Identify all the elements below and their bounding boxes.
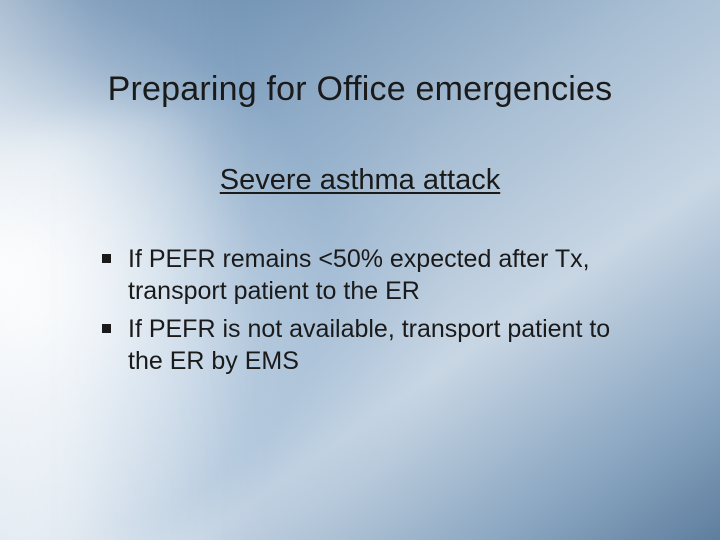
list-item: If PEFR is not available, transport pati… [98, 313, 650, 377]
slide-subtitle: Severe asthma attack [0, 164, 720, 197]
slide: Preparing for Office emergencies Severe … [0, 0, 720, 540]
slide-title: Preparing for Office emergencies [0, 70, 720, 109]
bullet-list: If PEFR remains <50% expected after Tx, … [98, 243, 650, 383]
list-item: If PEFR remains <50% expected after Tx, … [98, 243, 650, 307]
